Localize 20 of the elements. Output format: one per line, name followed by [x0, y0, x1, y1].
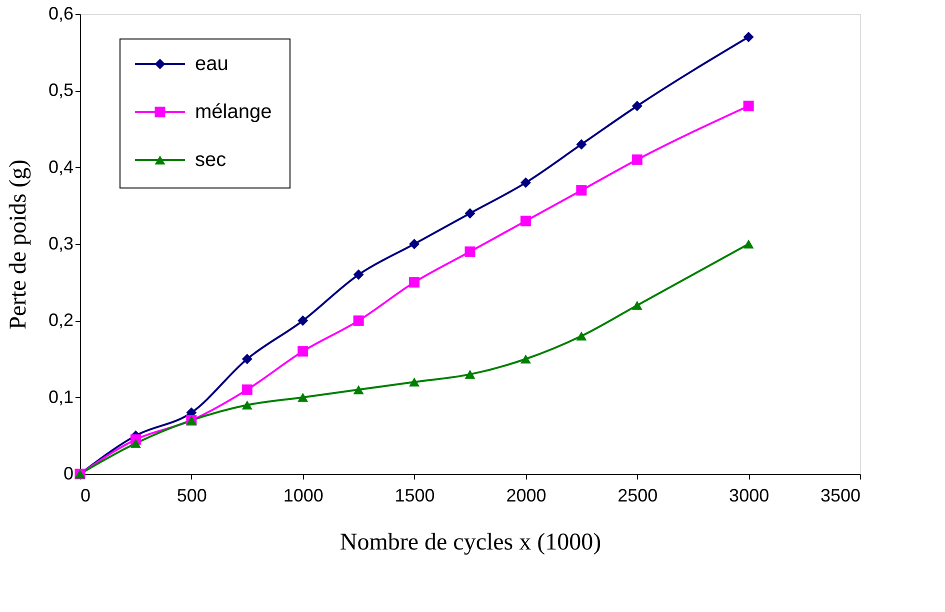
y-tick-label: 0,1: [48, 386, 74, 407]
y-tick-label: 0,4: [48, 156, 74, 177]
x-tick-label: 3000: [729, 486, 770, 506]
y-tick-label: 0,6: [48, 4, 74, 24]
y-axis-title: Perte de poids (g): [5, 160, 32, 330]
y-tick-label: 0,5: [48, 80, 74, 100]
x-tick-label: 2500: [618, 486, 658, 506]
legend-label: eau: [195, 53, 228, 75]
x-tick-label: 500: [176, 486, 207, 506]
x-tick-label: 0: [80, 486, 91, 506]
y-tick-label: 0,2: [48, 310, 74, 330]
x-tick-label: 3500: [820, 486, 860, 506]
y-tick-label: 0: [63, 464, 74, 484]
x-tick-label: 1000: [283, 486, 324, 506]
legend-label: sec: [195, 149, 226, 171]
x-tick-label: 2000: [506, 486, 546, 506]
x-tick-label: 1500: [394, 486, 435, 506]
y-tick-label: 0,3: [48, 234, 74, 254]
x-axis-title: Nombre de cycles x (1000): [340, 530, 602, 556]
legend-label: mélange: [195, 101, 272, 123]
